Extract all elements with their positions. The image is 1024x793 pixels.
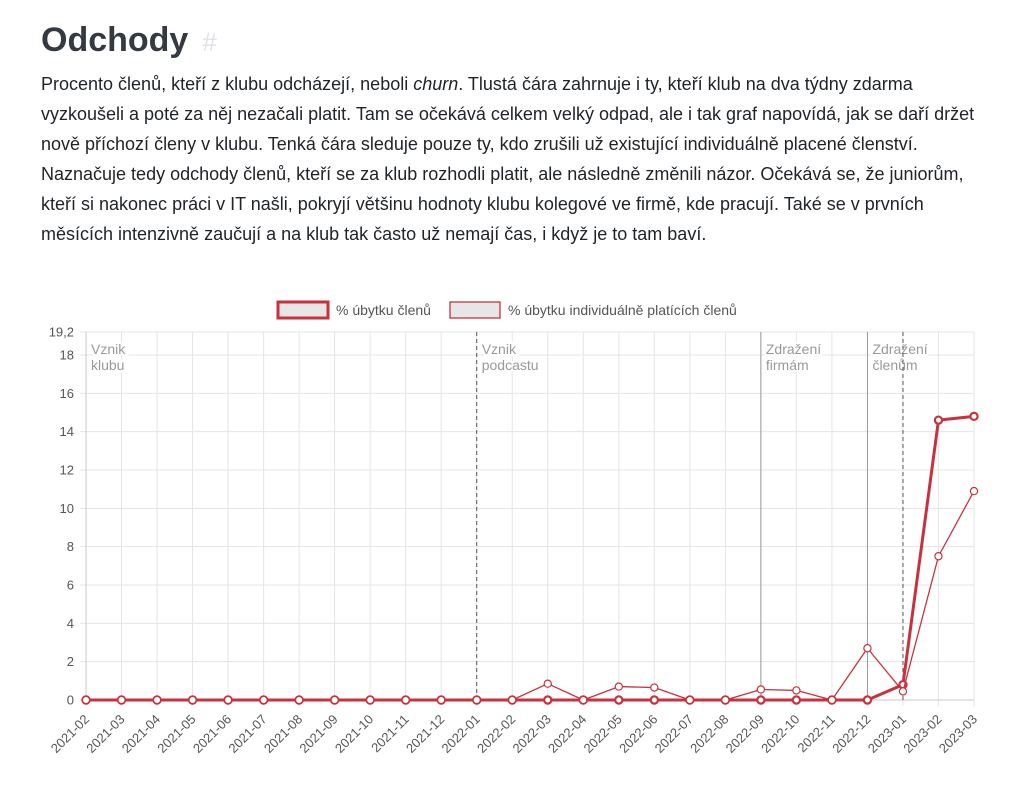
data-point-paying-members [472,695,481,705]
intro-emphasis: churn [413,74,459,94]
data-point-paying-members [685,695,695,705]
data-point-paying-members [827,695,837,705]
x-tick-label: 2022-06 [616,712,660,756]
section-title: Odchody [41,21,189,59]
data-point-paying-members [117,695,126,705]
data-point-members [614,695,624,705]
legend-swatch [276,300,330,320]
data-point-paying-members [294,695,304,705]
data-point-paying-members [508,695,517,705]
churn-chart: 0 2 4 6 8 10 12 14 16 18 19,2 2021-022021-032021-04… [48,300,980,756]
x-tick-label: 2022-05 [581,712,625,756]
x-tick-label: 2021-05 [154,712,198,756]
x-tick-label: 2023-02 [900,712,944,756]
data-point-paying-members [721,695,730,705]
x-tick-label: 2021-06 [190,712,234,756]
x-tick-label: 2021-07 [225,712,269,756]
data-point-paying-members [401,695,410,705]
data-point-paying-members [792,686,801,695]
y-tick-label: 8 [67,539,74,554]
data-point-paying-members [188,695,197,705]
data-point-paying-members [330,695,339,705]
x-tick-label: 2022-12 [829,712,873,756]
x-tick-label: 2021-09 [296,712,340,756]
y-tick-label: 10 [60,501,74,516]
data-point-members [969,411,979,422]
data-point-paying-members [365,695,375,705]
annotation-label: Vznik [91,341,126,357]
data-point-members [756,695,766,705]
data-point-paying-members [969,486,979,496]
data-point-paying-members [934,552,943,561]
y-tick-label: 0 [67,693,74,708]
legend-label: % úbytku individuálně platících členů [508,302,737,318]
data-point-paying-members [259,695,268,705]
y-tick-label: 14 [60,424,74,439]
anchor-link[interactable]: # [202,27,217,57]
intro-text-rest: . Tlustá čára zahrnuje i ty, kteří klub … [41,74,975,244]
section-heading: Odchody # [41,18,217,64]
intro-paragraph: Procento členů, kteří z klubu odcházejí,… [41,69,996,249]
data-point-members [791,695,802,705]
data-point-paying-members [650,683,659,692]
data-point-members [649,695,660,705]
data-point-members [933,415,944,425]
annotation-label: členům [872,357,917,373]
data-point-paying-members [614,682,624,691]
x-tick-label: 2022-08 [687,712,731,756]
x-tick-label: 2021-08 [261,712,305,756]
x-tick-label: 2021-04 [119,712,163,756]
x-tick-label: 2023-03 [936,712,980,756]
legend-label: % úbytku členů [336,302,431,318]
annotation-label: Zdražení [872,341,927,357]
series-line-members [86,414,975,702]
y-tick-label: 19,2 [49,325,74,340]
annotation-label: klubu [91,357,124,373]
y-tick-label: 2 [67,654,74,669]
data-point-paying-members [543,679,552,688]
x-tick-label: 2022-04 [545,712,589,756]
annotation-label: Vznik [482,341,517,357]
x-tick-label: 2021-03 [83,712,127,756]
data-point-paying-members [756,685,766,694]
data-point-paying-members [437,695,446,705]
y-tick-label: 4 [67,616,74,631]
y-tick-label: 18 [60,348,74,363]
data-point-paying-members [579,695,588,705]
x-tick-label: 2022-09 [723,712,767,756]
legend-swatch [449,301,501,319]
annotation-label: firmám [766,357,809,373]
data-point-paying-members [898,687,908,696]
x-tick-label: 2022-03 [510,712,554,756]
x-tick-label: 2022-10 [758,712,802,756]
data-point-paying-members [863,644,872,653]
y-tick-label: 6 [67,578,74,593]
x-tick-label: 2022-02 [474,712,518,756]
annotation-label: Zdražení [766,341,821,357]
data-point-paying-members [223,695,233,705]
x-tick-label: 2023-01 [865,712,909,756]
data-point-members [543,695,553,705]
intro-text-start: Procento členů, kteří z klubu odcházejí,… [41,74,414,94]
series-line-paying-members [86,490,975,701]
x-tick-label: 2022-01 [438,712,482,756]
x-tick-label: 2022-07 [652,712,696,756]
data-point-members [862,695,873,705]
x-tick-label: 2021-12 [403,712,447,756]
x-tick-label: 2021-10 [332,712,376,756]
y-tick-label: 16 [60,386,74,401]
y-tick-label: 12 [60,463,74,478]
annotation-label: podcastu [482,357,539,373]
data-point-paying-members [81,695,91,705]
x-tick-label: 2021-02 [48,712,92,756]
data-point-paying-members [152,695,162,705]
